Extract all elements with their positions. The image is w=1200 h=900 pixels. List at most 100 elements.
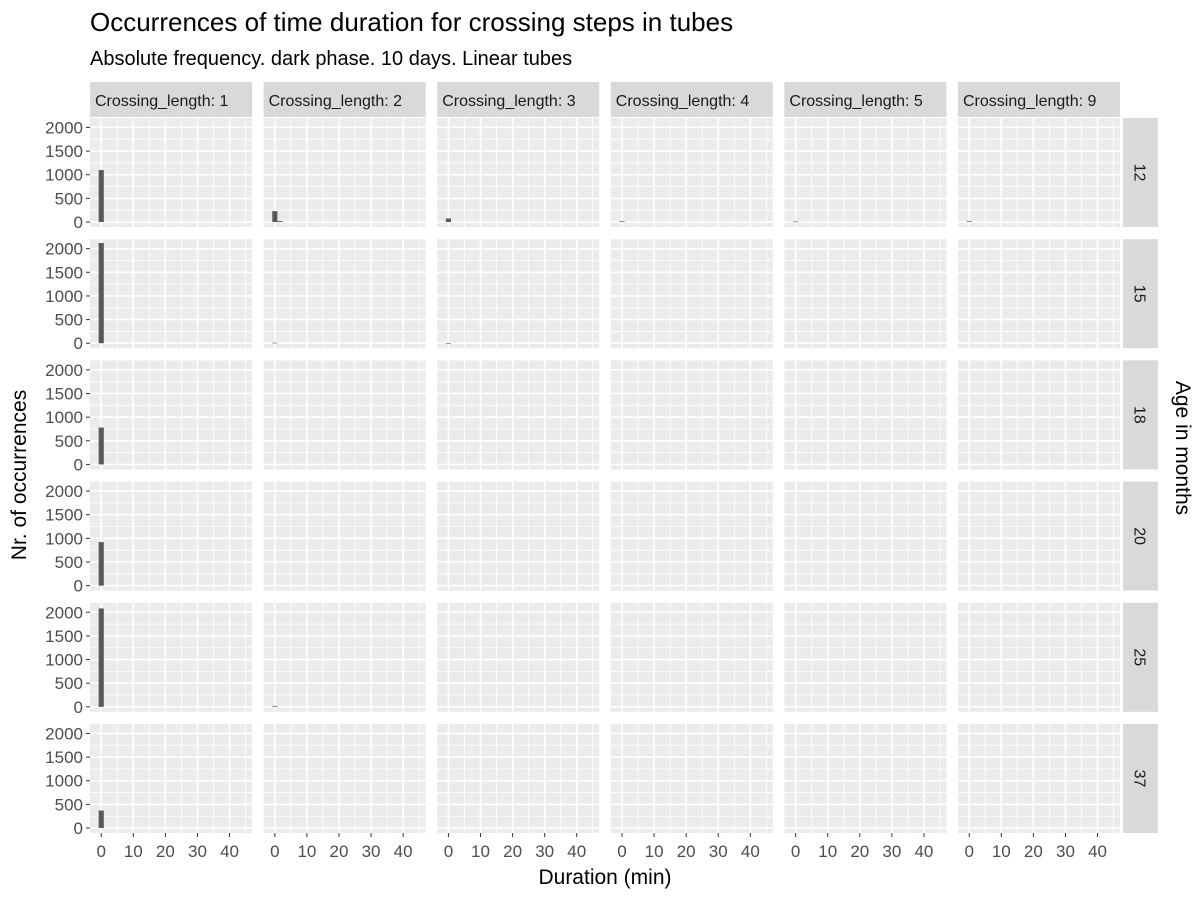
y-tick-label: 1500 (45, 627, 83, 646)
panel-background (610, 360, 773, 470)
panel-background (784, 118, 947, 227)
panel-background (784, 602, 947, 712)
row-strip-label: 18 (1131, 406, 1148, 424)
panel-background (437, 239, 600, 349)
x-tick-label: 0 (617, 842, 626, 861)
x-tick-label: 40 (394, 842, 413, 861)
column-strip (437, 82, 600, 117)
histogram-bar (98, 242, 104, 344)
panel-background (263, 360, 426, 470)
x-tick-label: 40 (220, 842, 239, 861)
panel-background (958, 602, 1120, 712)
column-strip-label: Crossing_length: 9 (963, 93, 1097, 110)
histogram-bar (445, 342, 451, 344)
histogram-bar (272, 342, 278, 344)
panel-background (610, 118, 773, 227)
y-tick-label: 2000 (45, 482, 83, 501)
y-tick-label: 500 (55, 189, 83, 208)
row-strip-label: 25 (1131, 648, 1148, 666)
x-tick-label: 10 (471, 842, 490, 861)
panel-background (958, 118, 1120, 227)
panel-background (958, 239, 1120, 349)
row-strip (1123, 602, 1158, 712)
row-strip (1123, 724, 1158, 833)
x-tick-label: 20 (156, 842, 175, 861)
y-tick-label: 1500 (45, 748, 83, 767)
column-strip-label: Crossing_length: 3 (442, 93, 576, 110)
y-tick-label: 0 (74, 213, 83, 232)
x-tick-label: 40 (741, 842, 760, 861)
histogram-bar (619, 221, 625, 223)
x-tick-label: 30 (709, 842, 728, 861)
chart-title: Occurrences of time duration for crossin… (90, 7, 733, 37)
panel-background (610, 602, 773, 712)
x-tick-label: 20 (1024, 842, 1043, 861)
panel-background (958, 481, 1120, 591)
y-tick-label: 1000 (45, 287, 83, 306)
x-tick-label: 30 (362, 842, 381, 861)
panel-background (90, 360, 252, 470)
row-strip-label: 12 (1131, 164, 1148, 182)
column-strip-label: Crossing_length: 2 (269, 93, 403, 110)
histogram-bar (272, 211, 278, 223)
row-strip-label: 20 (1131, 527, 1148, 545)
histogram-bar (966, 221, 972, 223)
y-tick-label: 0 (74, 698, 83, 717)
y-tick-label: 500 (55, 311, 83, 330)
x-tick-label: 10 (297, 842, 316, 861)
panel-background (437, 481, 600, 591)
x-tick-label: 30 (535, 842, 554, 861)
panel-background (90, 118, 252, 227)
x-tick-label: 20 (330, 842, 349, 861)
panel-background (437, 724, 600, 833)
y-tick-label: 1000 (45, 166, 83, 185)
panel-background (90, 602, 252, 712)
column-strip (610, 82, 773, 117)
panel-background (784, 481, 947, 591)
y-tick-label: 2000 (45, 724, 83, 743)
y-tick-label: 1500 (45, 263, 83, 282)
y-tick-label: 500 (55, 795, 83, 814)
y-tick-label: 1500 (45, 142, 83, 161)
panel-background (784, 724, 947, 833)
y-tick-label: 1000 (45, 772, 83, 791)
x-tick-label: 30 (1056, 842, 1075, 861)
x-tick-label: 30 (188, 842, 207, 861)
panel-background (263, 118, 426, 227)
column-strip-label: Crossing_length: 4 (616, 93, 750, 110)
y-tick-label: 500 (55, 553, 83, 572)
row-strip-label: 15 (1131, 285, 1148, 303)
histogram-bar (793, 221, 799, 223)
x-tick-label: 10 (992, 842, 1011, 861)
y-tick-label: 0 (74, 577, 83, 596)
column-strip-label: Crossing_length: 1 (95, 93, 229, 110)
panel-background (784, 360, 947, 470)
x-tick-label: 0 (964, 842, 973, 861)
y-tick-label: 500 (55, 674, 83, 693)
y-tick-label: 1500 (45, 506, 83, 525)
x-tick-label: 0 (96, 842, 105, 861)
y-tick-label: 2000 (45, 240, 83, 259)
panel-background (610, 481, 773, 591)
row-strip (1123, 481, 1158, 591)
panel-background (437, 602, 600, 712)
y-tick-label: 1500 (45, 385, 83, 404)
histogram-bar (445, 218, 451, 223)
histogram-bar (98, 608, 104, 707)
histogram-bar (272, 706, 278, 707)
panel-background (90, 481, 252, 591)
x-tick-label: 0 (270, 842, 279, 861)
column-strip (90, 82, 252, 117)
x-tick-label: 40 (914, 842, 933, 861)
panel-background (958, 724, 1120, 833)
y-tick-label: 1000 (45, 408, 83, 427)
panel-background (610, 239, 773, 349)
y-tick-label: 1000 (45, 651, 83, 670)
histogram-bar (277, 221, 283, 223)
y-tick-label: 2000 (45, 361, 83, 380)
panel-background (263, 481, 426, 591)
x-tick-label: 20 (850, 842, 869, 861)
y-tick-label: 0 (74, 334, 83, 353)
x-tick-label: 20 (503, 842, 522, 861)
x-tick-label: 10 (124, 842, 143, 861)
